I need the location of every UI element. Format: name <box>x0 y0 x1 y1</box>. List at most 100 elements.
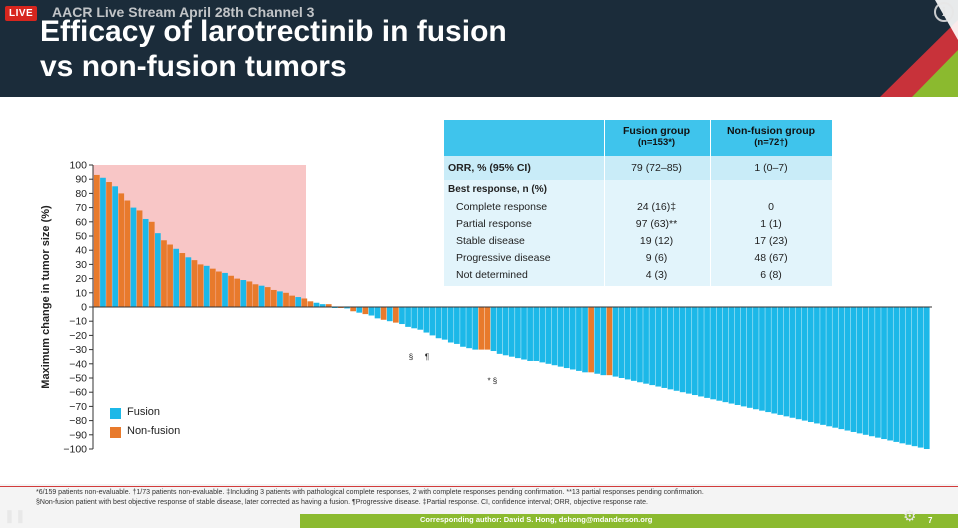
bar-footnote-mark: § <box>493 377 497 386</box>
bar-fusion <box>856 307 863 434</box>
bar-fusion <box>637 307 643 383</box>
bar-footnote-mark: * <box>487 377 490 386</box>
bar-non-fusion <box>289 295 295 307</box>
bar-non-fusion <box>234 278 241 307</box>
bar-footnote-mark: § <box>409 353 413 362</box>
bar-non-fusion <box>228 275 234 307</box>
row-fusion-stable: 19 (12) <box>639 235 674 247</box>
bar-fusion <box>655 307 662 387</box>
bar-fusion <box>618 307 625 378</box>
table-divider-1 <box>604 120 605 286</box>
bar-fusion <box>716 307 723 401</box>
bar-fusion <box>441 307 448 340</box>
y-tick-label: −60 <box>69 387 87 399</box>
y-axis-label: Maximum change in tumor size (%) <box>40 205 52 389</box>
bar-non-fusion <box>380 307 387 320</box>
bar-fusion <box>868 307 875 437</box>
bar-fusion <box>838 307 845 430</box>
bar-fusion <box>667 307 674 390</box>
bar-fusion <box>222 272 228 307</box>
bar-fusion <box>502 307 509 356</box>
row-label-partial: Partial response <box>456 218 532 230</box>
bar-non-fusion <box>209 268 216 307</box>
bar-fusion <box>411 307 418 329</box>
bar-fusion <box>344 307 350 309</box>
bar-non-fusion <box>118 193 125 307</box>
y-tick-label: −30 <box>69 344 87 356</box>
bar-fusion <box>319 304 326 307</box>
row-label-complete: Complete response <box>456 201 548 213</box>
bar-fusion <box>142 218 149 307</box>
orr-label: ORR, % (95% CI) <box>448 162 531 174</box>
slide-title-line1: Efficacy of larotrectinib in fusion <box>40 15 507 48</box>
waterfall-chart: 1009080706050403020100−10−20−30−40−50−60… <box>63 160 932 456</box>
row-fusion-complete: 24 (16)‡ <box>636 201 677 213</box>
y-tick-label: 80 <box>75 188 87 200</box>
bar-fusion <box>814 307 820 424</box>
col-header-nonfusion: Non-fusion group (n=72†) <box>710 125 832 149</box>
y-tick-label: −50 <box>69 373 87 385</box>
col-header-nonfusion-n: (n=72†) <box>754 137 788 148</box>
bar-non-fusion <box>136 210 143 307</box>
row-fusion-partial: 97 (63)** <box>635 218 678 230</box>
y-tick-label: 60 <box>75 216 87 228</box>
row-label-progressive: Progressive disease <box>456 252 551 264</box>
bar-fusion <box>515 307 521 359</box>
bar-non-fusion <box>179 253 186 307</box>
slide-title-line2: vs non-fusion tumors <box>40 50 347 83</box>
bar-fusion <box>807 307 814 423</box>
col-header-fusion: Fusion group (n=153*) <box>604 125 709 149</box>
bar-non-fusion <box>191 260 198 307</box>
bar-fusion <box>490 307 497 352</box>
bar-fusion <box>862 307 869 435</box>
bar-fusion <box>832 307 839 428</box>
bar-fusion <box>643 307 649 384</box>
bar-fusion <box>130 207 137 307</box>
bar-non-fusion <box>167 244 173 307</box>
bar-fusion <box>875 307 881 438</box>
bar-non-fusion <box>124 200 131 307</box>
bar-fusion <box>850 307 857 432</box>
bar-fusion <box>508 307 515 357</box>
bar-fusion <box>496 307 503 354</box>
col-header-fusion-n: (n=153*) <box>637 137 676 148</box>
y-tick-label: −40 <box>69 358 87 370</box>
bar-fusion <box>795 307 802 420</box>
bar-fusion <box>435 307 442 339</box>
bar-fusion <box>447 307 454 343</box>
y-tick-label: 100 <box>69 160 87 172</box>
stream-title: AACR Live Stream April 28th Channel 3 <box>52 4 315 20</box>
page-number: 7 <box>928 516 933 525</box>
pause-icon[interactable]: ❚❚ <box>4 508 26 523</box>
bar-fusion <box>692 307 698 396</box>
bar-fusion <box>240 280 247 307</box>
bar-fusion <box>771 307 778 414</box>
col-header-nonfusion-label: Non-fusion group <box>726 125 816 137</box>
table-header-row <box>444 120 832 156</box>
bar-fusion <box>155 233 161 307</box>
author-bar <box>300 514 958 528</box>
table-divider-2 <box>710 120 711 286</box>
bar-fusion <box>368 307 375 316</box>
gear-icon[interactable]: ⚙ <box>903 508 917 525</box>
bar-fusion <box>826 307 832 427</box>
bar-non-fusion <box>325 304 332 307</box>
row-nonfusion-partial: 1 (1) <box>760 218 782 230</box>
bar-non-fusion <box>307 301 314 307</box>
info-icon[interactable]: i <box>934 2 954 22</box>
bar-fusion <box>429 307 436 336</box>
row-nonfusion-complete: 0 <box>768 201 774 213</box>
bar-fusion <box>539 307 546 363</box>
bar-fusion <box>423 307 430 333</box>
bar-non-fusion <box>393 307 399 323</box>
footnote-line1: *6/159 patients non-evaluable. †1/73 pat… <box>36 489 704 496</box>
bar-fusion <box>472 307 479 350</box>
bar-fusion <box>466 307 472 349</box>
bar-fusion <box>844 307 851 431</box>
bar-fusion <box>295 297 302 307</box>
bar-fusion <box>100 177 106 307</box>
bar-fusion <box>661 307 668 388</box>
orr-row <box>444 156 832 180</box>
bar-fusion <box>710 307 717 400</box>
slide-header: Efficacy of larotrectinib in fusion vs n… <box>0 0 958 97</box>
